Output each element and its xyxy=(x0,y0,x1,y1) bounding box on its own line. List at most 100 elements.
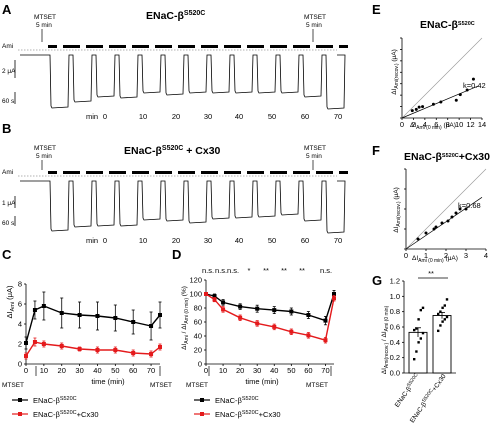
y-tick-label: 40 xyxy=(194,332,202,341)
data-marker xyxy=(77,347,82,351)
bar-point xyxy=(439,324,442,327)
data-marker xyxy=(131,351,136,355)
series-line xyxy=(25,305,161,344)
scatter-point xyxy=(421,105,425,109)
significance-label: ** xyxy=(263,266,269,275)
panel-letter-c: C xyxy=(2,247,12,262)
amiloride-bar xyxy=(163,171,172,174)
amiloride-bar xyxy=(178,171,187,174)
data-marker xyxy=(149,324,154,328)
bar-point xyxy=(445,315,449,319)
panel-g-plot xyxy=(408,298,452,374)
data-marker xyxy=(95,348,100,352)
panel-e-ylabel: ΔIAmi(recov.) (μA) xyxy=(391,49,400,95)
time-label: 10 xyxy=(139,236,147,245)
panel-d-plot xyxy=(204,290,336,344)
identity-line xyxy=(401,37,483,119)
panel-d-mtset-left: MTSET xyxy=(186,382,208,389)
bar-point xyxy=(437,312,440,316)
data-marker xyxy=(158,345,162,349)
scatter-point xyxy=(432,227,436,231)
amiloride-bar xyxy=(339,171,348,174)
y-tick-label: 0.0 xyxy=(390,369,400,378)
time-label: 30 xyxy=(204,112,212,121)
x-tick-label: 40 xyxy=(270,366,278,375)
y-tick-label: 0.6 xyxy=(390,323,400,332)
panel-b-ami-label: Ami xyxy=(2,169,13,176)
amiloride-bar xyxy=(63,171,72,174)
panel-e-plot: k=0.42 xyxy=(401,37,486,119)
panel-b: B ENaC-βS520C + Cx30 Ami MTSET 5 min MTS… xyxy=(2,121,348,245)
panel-g-ylabel: ΔIAmi(recov.) / ΔIAmi (0 min) xyxy=(381,305,390,374)
panel-a-mtset-left-sub: 5 min xyxy=(36,22,52,29)
x-tick-label: 4 xyxy=(423,120,427,129)
x-tick-label: 8 xyxy=(446,120,450,129)
amiloride-bar xyxy=(48,171,57,174)
data-marker xyxy=(149,352,154,356)
panel-c-plot xyxy=(24,291,162,360)
panel-d-legend-marker-2 xyxy=(200,412,204,416)
bar-point xyxy=(419,337,422,340)
bar xyxy=(432,315,452,374)
y-tick-label: 0 xyxy=(18,360,22,369)
data-marker xyxy=(323,338,328,343)
bar-point xyxy=(441,306,444,310)
scatter-point xyxy=(416,237,420,241)
scatter-point xyxy=(431,102,435,106)
fit-line xyxy=(405,197,483,250)
data-marker xyxy=(158,313,162,317)
bar-point xyxy=(439,310,442,313)
amiloride-bar xyxy=(63,45,72,48)
data-marker xyxy=(204,292,208,296)
data-marker xyxy=(332,296,336,301)
panel-c-mtset-left: MTSET xyxy=(2,382,24,389)
panel-c: C ΔIAmi (μA) 0 2 4 6 8 0 10 20 30 40 50 60 70 time (… xyxy=(2,247,172,419)
y-tick-label: 2 xyxy=(18,340,22,349)
x-tick-label: 30 xyxy=(253,366,261,375)
amiloride-bar xyxy=(209,45,218,48)
time-label: 40 xyxy=(235,236,243,245)
panel-c-legend: ENaC-βS520C ENaC-βS520C+Cx30 xyxy=(12,396,99,419)
x-tick-label: 50 xyxy=(111,366,119,375)
bar-point xyxy=(417,318,420,321)
time-label: 30 xyxy=(204,236,212,245)
y-tick-label: 20 xyxy=(194,346,202,355)
amiloride-bar xyxy=(324,45,333,48)
amiloride-bar xyxy=(293,45,302,48)
x-tick-label: 10 xyxy=(219,366,227,375)
panel-letter-a: A xyxy=(2,2,12,17)
scatter-point xyxy=(410,109,414,113)
series-line xyxy=(25,341,161,357)
x-tick-label: 60 xyxy=(129,366,137,375)
amiloride-bar xyxy=(94,171,103,174)
x-tick-label: 50 xyxy=(287,366,295,375)
data-marker xyxy=(221,307,226,312)
scatter-point xyxy=(414,107,418,111)
data-marker xyxy=(323,318,328,323)
x-tick-label: 60 xyxy=(304,366,312,375)
scatter-point xyxy=(446,219,450,223)
panel-f-slope-label: k=0.68 xyxy=(458,201,481,210)
panel-b-title: ENaC-βS520C + Cx30 xyxy=(124,145,221,157)
data-marker xyxy=(113,316,118,320)
amiloride-bar xyxy=(301,45,310,48)
bar-point xyxy=(421,306,425,310)
data-marker xyxy=(332,292,336,296)
significance-label: n.s. xyxy=(202,266,214,275)
time-label: 40 xyxy=(235,112,243,121)
data-marker xyxy=(113,348,118,352)
data-marker xyxy=(272,324,277,329)
bar-point xyxy=(417,341,420,344)
panel-e-slope-label: k=0.42 xyxy=(463,81,486,90)
panel-b-time-prefix: min xyxy=(86,236,98,245)
x-tick-label: 70 xyxy=(147,366,155,375)
panel-a-time-labels: 0 10 20 30 40 50 60 70 xyxy=(103,112,342,121)
panel-f-axes: 0 1 2 3 4 xyxy=(404,168,488,260)
bar xyxy=(408,331,428,374)
scatter-point xyxy=(450,215,454,219)
data-marker xyxy=(41,342,46,346)
panel-c-legend-label-1: ENaC-βS520C xyxy=(33,396,77,405)
bar-point xyxy=(413,328,416,332)
scatter-point xyxy=(454,98,458,102)
panel-a-ami-label: Ami xyxy=(2,43,13,50)
